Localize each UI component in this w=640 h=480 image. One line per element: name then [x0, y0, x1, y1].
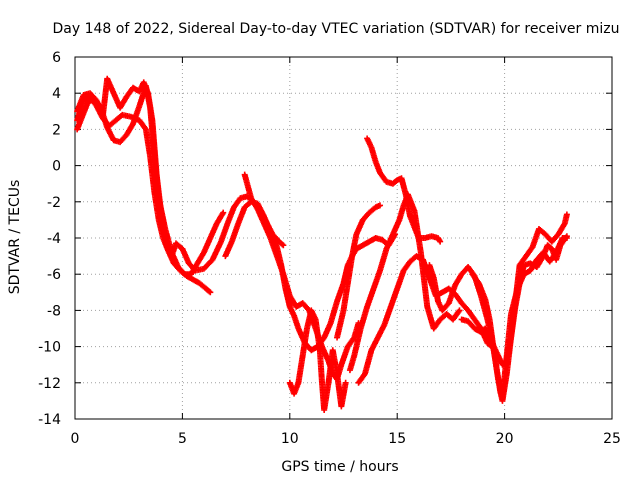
- data-point: [563, 235, 570, 241]
- x-tick-label: 0: [71, 431, 80, 447]
- x-tick-label: 25: [603, 431, 621, 447]
- x-tick-label: 5: [178, 431, 187, 447]
- series-track-8: [364, 135, 444, 245]
- y-tick-label: -8: [47, 303, 61, 319]
- data-point: [220, 209, 227, 216]
- y-tick-label: -6: [47, 267, 61, 283]
- series-track-3: [74, 75, 287, 274]
- data-point: [437, 238, 444, 245]
- x-tick-label: 20: [496, 431, 514, 447]
- y-tick-label: -10: [38, 340, 61, 356]
- data-point: [206, 288, 213, 295]
- chart-title: Day 148 of 2022, Sidereal Day-to-day VTE…: [53, 21, 620, 37]
- x-tick-label: 15: [388, 431, 406, 447]
- series-track-7: [334, 202, 384, 341]
- x-axis-label: GPS time / hours: [281, 459, 398, 475]
- data-point: [280, 242, 287, 249]
- y-tick-label: 4: [52, 86, 61, 102]
- y-tick-label: -12: [38, 376, 61, 392]
- data-point: [342, 379, 349, 386]
- y-tick-label: -14: [38, 412, 61, 428]
- data-points: [74, 75, 570, 413]
- data-point: [563, 211, 570, 218]
- data-point: [456, 307, 463, 314]
- series-track-13: [469, 235, 570, 401]
- x-tick-label: 10: [281, 431, 299, 447]
- y-axis-label: SDTVAR / TECUs: [7, 180, 23, 295]
- data-point: [279, 241, 286, 248]
- y-tick-label: 2: [52, 122, 61, 138]
- axis-ticks: 0 5 10 15 20 25 -14 -12 -10 -8 -6 -4 -2 0 2 4 6: [38, 50, 621, 447]
- data-point: [207, 289, 214, 296]
- y-tick-label: -2: [47, 195, 61, 211]
- y-tick-label: 0: [52, 159, 61, 175]
- series-track-6: [286, 307, 349, 413]
- data-point: [377, 202, 384, 209]
- y-tick-label: 6: [52, 50, 61, 66]
- y-tick-label: -4: [47, 231, 61, 247]
- series-track-5: [222, 198, 399, 354]
